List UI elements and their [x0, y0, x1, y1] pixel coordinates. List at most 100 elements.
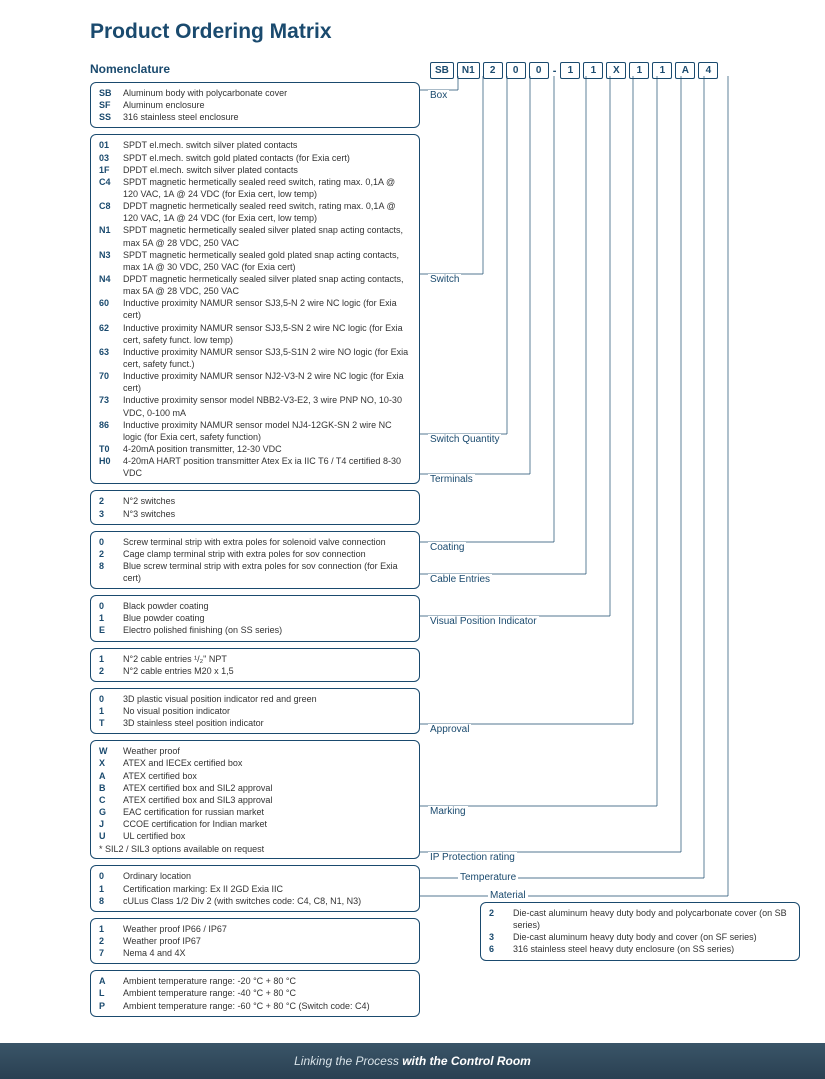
- option-code: 70: [99, 370, 123, 394]
- option-desc: N°3 switches: [123, 508, 411, 520]
- option-desc: SPDT magnetic hermetically sealed gold p…: [123, 249, 411, 273]
- section-box: 0Ordinary location1Certification marking…: [90, 865, 420, 911]
- option-code: 2: [99, 548, 123, 560]
- section-box: 1N°2 cable entries ¹/₂" NPT2N°2 cable en…: [90, 648, 420, 682]
- option-code: 3: [99, 508, 123, 520]
- option-code: N4: [99, 273, 123, 297]
- page: Product Ordering Matrix Nomenclature SBA…: [0, 0, 825, 1023]
- code-box: 2: [483, 62, 503, 79]
- option-code: T: [99, 717, 123, 729]
- option-row: 62Inductive proximity NAMUR sensor SJ3,5…: [99, 322, 411, 346]
- section-box: 0Black powder coating1Blue powder coatin…: [90, 595, 420, 641]
- option-desc: Ambient temperature range: -40 °C + 80 °…: [123, 987, 411, 999]
- option-row: BATEX certified box and SIL2 approval: [99, 782, 411, 794]
- section-label: Visual Position Indicator: [428, 616, 539, 627]
- left-column: Nomenclature SBAluminum body with polyca…: [90, 62, 420, 1023]
- code-box: 0: [506, 62, 526, 79]
- option-row: CATEX certified box and SIL3 approval: [99, 794, 411, 806]
- option-desc: SPDT el.mech. switch gold plated contact…: [123, 152, 411, 164]
- option-code: C4: [99, 176, 123, 200]
- option-code: 2: [99, 935, 123, 947]
- option-row: 3Die-cast aluminum heavy duty body and c…: [489, 931, 791, 943]
- code-box: A: [675, 62, 695, 79]
- option-desc: N°2 switches: [123, 495, 411, 507]
- option-code: A: [99, 770, 123, 782]
- option-row: C4SPDT magnetic hermetically sealed reed…: [99, 176, 411, 200]
- option-code: 0: [99, 600, 123, 612]
- option-row: N1SPDT magnetic hermetically sealed silv…: [99, 224, 411, 248]
- section-box: WWeather proofXATEX and IECEx certified …: [90, 740, 420, 859]
- option-row: 2Cage clamp terminal strip with extra po…: [99, 548, 411, 560]
- code-box: 1: [652, 62, 672, 79]
- option-row: C8DPDT magnetic hermetically sealed reed…: [99, 200, 411, 224]
- option-row: SS316 stainless steel enclosure: [99, 111, 411, 123]
- option-desc: 4-20mA HART position transmitter Atex Ex…: [123, 455, 411, 479]
- section-label: Coating: [428, 542, 466, 553]
- option-desc: UL certified box: [123, 830, 411, 842]
- option-desc: Electro polished finishing (on SS series…: [123, 624, 411, 636]
- option-code: 8: [99, 560, 123, 584]
- option-code: 3: [489, 931, 513, 943]
- option-row: 60Inductive proximity NAMUR sensor SJ3,5…: [99, 297, 411, 321]
- option-code: 0: [99, 536, 123, 548]
- option-row: T3D stainless steel position indicator: [99, 717, 411, 729]
- option-desc: 3D plastic visual position indicator red…: [123, 693, 411, 705]
- option-row: 1Blue powder coating: [99, 612, 411, 624]
- option-row: SBAluminum body with polycarbonate cover: [99, 87, 411, 99]
- option-row: T04-20mA position transmitter, 12-30 VDC: [99, 443, 411, 455]
- option-desc: N°2 cable entries M20 x 1,5: [123, 665, 411, 677]
- option-desc: Blue powder coating: [123, 612, 411, 624]
- option-row: PAmbient temperature range: -60 °C + 80 …: [99, 1000, 411, 1012]
- option-row: 63Inductive proximity NAMUR sensor SJ3,5…: [99, 346, 411, 370]
- option-code: 62: [99, 322, 123, 346]
- option-row: H04-20mA HART position transmitter Atex …: [99, 455, 411, 479]
- code-box: 1: [583, 62, 603, 79]
- subtitle: Nomenclature: [90, 62, 420, 76]
- option-code: C: [99, 794, 123, 806]
- option-desc: Inductive proximity NAMUR sensor model N…: [123, 419, 411, 443]
- section-label: Approval: [428, 724, 471, 735]
- option-code: 8: [99, 895, 123, 907]
- right-area: SBN1200-11X11A4 BoxSwitchSwitch Quantity…: [420, 62, 795, 81]
- material-section: 2Die-cast aluminum heavy duty body and p…: [480, 902, 800, 967]
- option-code: 03: [99, 152, 123, 164]
- option-row: N4DPDT magnetic hermetically sealed silv…: [99, 273, 411, 297]
- option-code: G: [99, 806, 123, 818]
- option-code: 1: [99, 612, 123, 624]
- option-row: 01SPDT el.mech. switch silver plated con…: [99, 139, 411, 151]
- option-row: 0Ordinary location: [99, 870, 411, 882]
- option-desc: Weather proof IP67: [123, 935, 411, 947]
- section-note: * SIL2 / SIL3 options available on reque…: [99, 844, 411, 854]
- option-code: 7: [99, 947, 123, 959]
- connector-lines: [420, 62, 800, 962]
- option-desc: Screw terminal strip with extra poles fo…: [123, 536, 411, 548]
- option-row: 03SPDT el.mech. switch gold plated conta…: [99, 152, 411, 164]
- option-row: 0Screw terminal strip with extra poles f…: [99, 536, 411, 548]
- option-row: 1Certification marking: Ex II 2GD Exia I…: [99, 883, 411, 895]
- option-desc: 316 stainless steel enclosure: [123, 111, 411, 123]
- option-row: LAmbient temperature range: -40 °C + 80 …: [99, 987, 411, 999]
- option-desc: SPDT magnetic hermetically sealed silver…: [123, 224, 411, 248]
- option-row: 70Inductive proximity NAMUR sensor NJ2-V…: [99, 370, 411, 394]
- option-code: 1: [99, 653, 123, 665]
- option-desc: DPDT magnetic hermetically sealed silver…: [123, 273, 411, 297]
- section-box: 0Screw terminal strip with extra poles f…: [90, 531, 420, 590]
- option-code: 2: [489, 907, 513, 931]
- option-code: 63: [99, 346, 123, 370]
- option-row: 03D plastic visual position indicator re…: [99, 693, 411, 705]
- section-box: 2Die-cast aluminum heavy duty body and p…: [480, 902, 800, 961]
- option-row: 8cULus Class 1/2 Div 2 (with switches co…: [99, 895, 411, 907]
- option-row: SFAluminum enclosure: [99, 99, 411, 111]
- option-code: 1: [99, 883, 123, 895]
- option-code: N1: [99, 224, 123, 248]
- option-desc: CCOE certification for Indian market: [123, 818, 411, 830]
- sections-container: SBAluminum body with polycarbonate cover…: [90, 82, 420, 1017]
- section-label: Terminals: [428, 474, 475, 485]
- option-desc: Ambient temperature range: -60 °C + 80 °…: [123, 1000, 411, 1012]
- option-code: 01: [99, 139, 123, 151]
- option-desc: Aluminum body with polycarbonate cover: [123, 87, 411, 99]
- option-desc: DPDT el.mech. switch silver plated conta…: [123, 164, 411, 176]
- code-box: 0: [529, 62, 549, 79]
- section-box: 1Weather proof IP66 / IP672Weather proof…: [90, 918, 420, 964]
- option-desc: ATEX certified box: [123, 770, 411, 782]
